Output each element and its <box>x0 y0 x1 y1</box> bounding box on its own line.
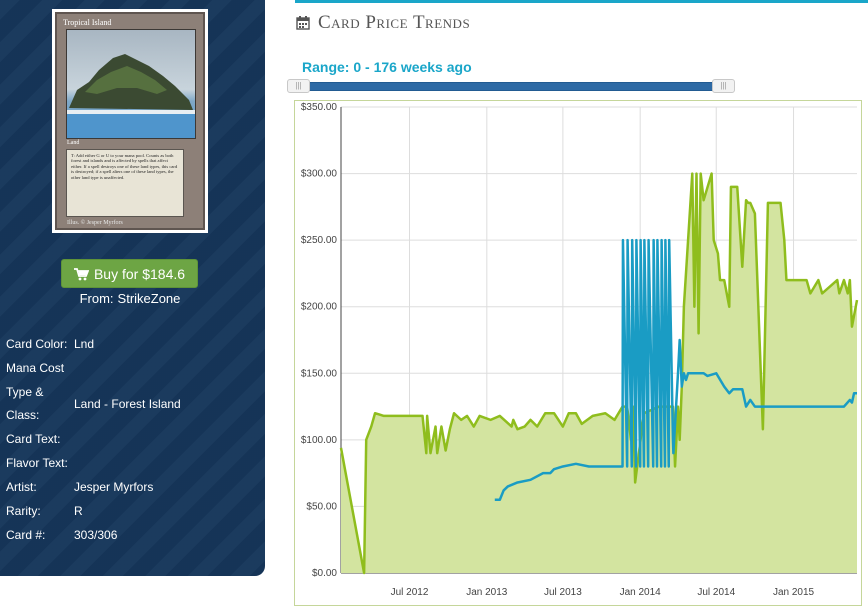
attr-value-type-class: Land - Forest Island <box>74 397 181 411</box>
buy-button[interactable]: Buy for $184.6 <box>61 259 198 288</box>
attr-label-mana-cost: Mana Cost <box>6 361 65 375</box>
store-line: From: StrikeZone <box>0 291 260 306</box>
attr-label-card-number: Card #: <box>6 528 46 542</box>
buy-button-label: Buy for $184.6 <box>93 266 186 282</box>
attr-value-card-number: 303/306 <box>74 528 118 542</box>
attr-label-artist: Artist: <box>6 480 37 494</box>
price-chart: $0.00 $50.00 $100.00 $150.00 $200.00 $250.00 $… <box>294 100 862 606</box>
store-label: From: <box>79 291 114 306</box>
attr-label-color: Card Color: <box>6 337 68 351</box>
y-tick-label: $350.00 <box>301 102 338 113</box>
y-tick-label: $0.00 <box>312 568 337 579</box>
calendar-icon <box>296 14 310 36</box>
card-image: Tropical Island Land T: Add either G or … <box>55 12 205 230</box>
series-1-line <box>494 238 857 502</box>
range-slider-track[interactable] <box>292 82 732 91</box>
y-tick-label: $200.00 <box>301 302 338 313</box>
range-label: Range: 0 - 176 weeks ago <box>302 59 472 75</box>
card-details-panel: Tropical Island Land T: Add either G or … <box>0 0 265 576</box>
y-tick-label: $100.00 <box>301 435 338 446</box>
attr-value-color: Lnd <box>74 337 95 351</box>
attr-value-artist: Jesper Myrfors <box>74 480 154 494</box>
x-tick-label: Jul 2014 <box>697 587 735 598</box>
x-tick-label: Jul 2012 <box>391 587 429 598</box>
y-tick-label: $250.00 <box>301 235 338 246</box>
card-image-frame: Tropical Island Land T: Add either G or … <box>52 9 208 233</box>
card-image-name: Tropical Island <box>63 18 112 27</box>
range-slider-handle-right[interactable]: ||| <box>712 79 735 93</box>
card-image-type: Land <box>67 140 80 146</box>
series-0-area <box>341 173 857 574</box>
attr-label-flavor-text: Flavor Text: <box>6 456 68 470</box>
price-chart-svg: $0.00 $50.00 $100.00 $150.00 $200.00 $250.00 $… <box>301 102 859 598</box>
y-tick-label: $50.00 <box>306 501 337 512</box>
card-image-rules-text: T: Add either G or U to your mana pool. … <box>66 149 184 217</box>
attr-label-class: Class: <box>6 408 40 422</box>
top-accent-rule <box>295 0 868 3</box>
x-tick-label: Jan 2015 <box>773 587 815 598</box>
attr-value-rarity: R <box>74 504 83 518</box>
x-tick-label: Jan 2013 <box>466 587 508 598</box>
range-slider-handle-left[interactable]: ||| <box>287 79 310 93</box>
section-title: Card Price Trends <box>296 12 470 36</box>
y-tick-label: $150.00 <box>301 368 338 379</box>
x-tick-label: Jan 2014 <box>620 587 662 598</box>
attr-label-rarity: Rarity: <box>6 504 41 518</box>
attr-label-type: Type & <box>6 385 44 399</box>
shopping-cart-icon <box>73 262 90 291</box>
attr-label-card-text: Card Text: <box>6 432 61 446</box>
store-name[interactable]: StrikeZone <box>117 291 181 306</box>
y-tick-label: $300.00 <box>301 169 338 180</box>
section-title-text: Card Price Trends <box>318 12 471 33</box>
x-tick-label: Jul 2013 <box>544 587 582 598</box>
card-art-island <box>66 29 196 139</box>
card-image-artist: Illus. © Jesper Myrfors <box>67 220 123 226</box>
